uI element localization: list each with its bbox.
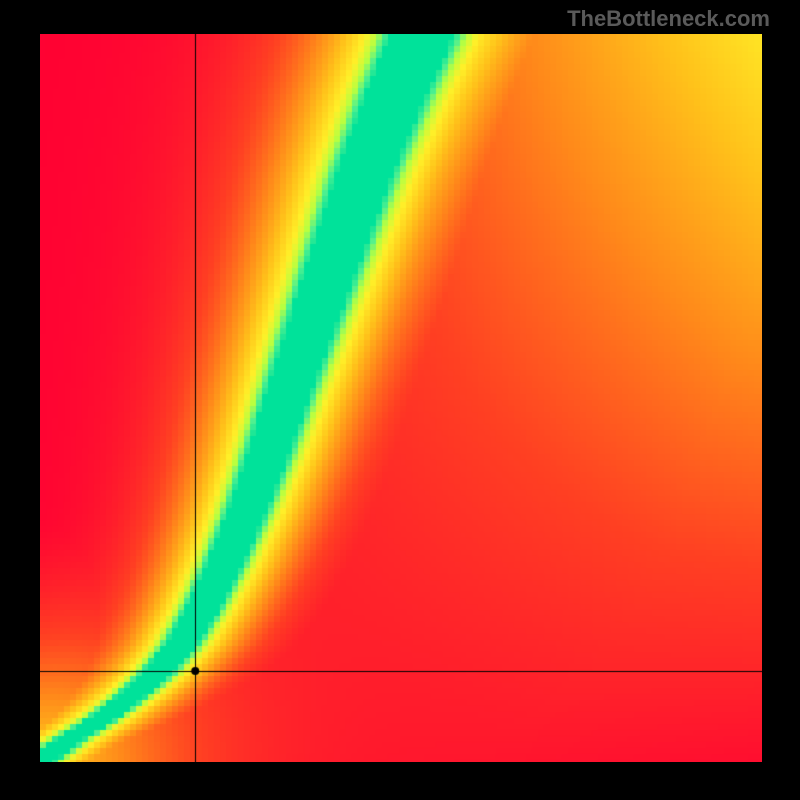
chart-container: TheBottleneck.com	[0, 0, 800, 800]
bottleneck-heatmap	[40, 34, 762, 762]
watermark-text: TheBottleneck.com	[567, 6, 770, 32]
